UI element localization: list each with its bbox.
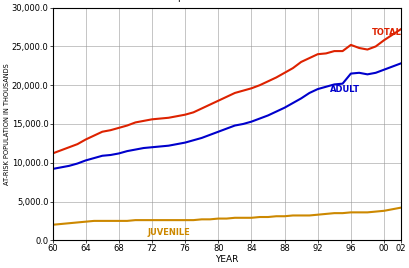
Text: At-Risk Population in Thousands: At-Risk Population in Thousands bbox=[132, 0, 277, 2]
Y-axis label: AT-RISK POPULATION IN THOUSANDS: AT-RISK POPULATION IN THOUSANDS bbox=[4, 63, 10, 185]
Text: JUVENILE: JUVENILE bbox=[148, 228, 190, 237]
Text: ADULT: ADULT bbox=[329, 85, 359, 94]
Text: TOTAL: TOTAL bbox=[371, 28, 400, 37]
X-axis label: YEAR: YEAR bbox=[214, 255, 238, 264]
